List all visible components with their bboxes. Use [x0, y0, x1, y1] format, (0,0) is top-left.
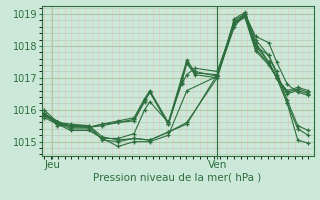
X-axis label: Pression niveau de la mer( hPa ): Pression niveau de la mer( hPa ): [93, 173, 262, 183]
